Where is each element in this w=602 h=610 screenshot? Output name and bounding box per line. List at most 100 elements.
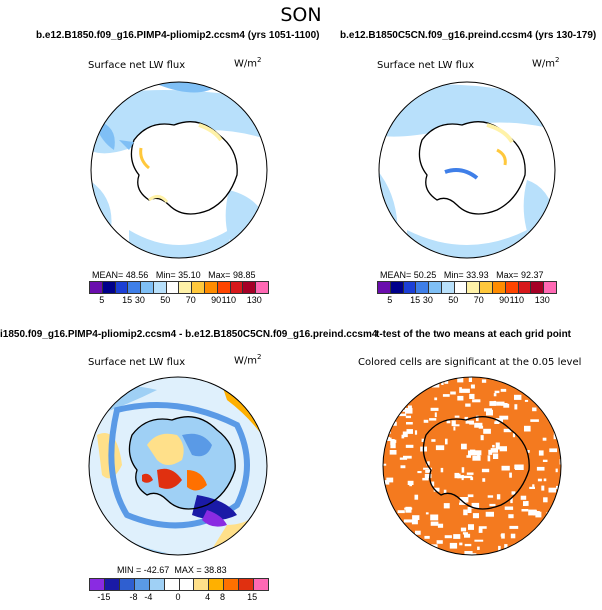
colorbar-swatch	[544, 282, 556, 293]
nonsignificant-cell	[453, 534, 461, 539]
colorbar-swatch	[166, 282, 180, 293]
colorbar-swatch	[194, 579, 210, 590]
nonsignificant-cell	[402, 409, 407, 412]
nonsignificant-cell	[453, 424, 460, 427]
nonsignificant-cell	[450, 391, 456, 395]
colorbar-tick-label: 30	[134, 295, 145, 305]
nonsignificant-cell	[434, 397, 438, 401]
nonsignificant-cell	[535, 536, 544, 542]
nonsignificant-cell	[510, 533, 516, 539]
nonsignificant-cell	[531, 554, 540, 555]
panel2-map	[378, 81, 556, 259]
nonsignificant-cell	[405, 506, 412, 513]
nonsignificant-cell	[457, 377, 464, 383]
nonsignificant-cell	[510, 497, 513, 504]
colorbar-tick-label: -8	[129, 592, 138, 602]
nonsignificant-cell	[542, 459, 548, 462]
nonsignificant-cell	[496, 447, 505, 450]
nonsignificant-cell	[490, 448, 498, 453]
nonsignificant-cell	[403, 519, 413, 523]
nonsignificant-cell	[400, 465, 406, 469]
colorbar-tick-label: 50	[448, 295, 459, 305]
nonsignificant-cell	[538, 450, 544, 456]
nonsignificant-cell	[412, 515, 420, 520]
nonsignificant-cell	[407, 480, 414, 485]
nonsignificant-cell	[469, 393, 475, 399]
nonsignificant-cell	[496, 494, 501, 500]
nonsignificant-cell	[470, 449, 476, 456]
nonsignificant-cell	[474, 539, 484, 542]
nonsignificant-cell	[394, 394, 399, 398]
nonsignificant-cell	[548, 487, 556, 493]
colorbar-tick-label: 90	[211, 295, 222, 305]
nonsignificant-cell	[429, 549, 432, 553]
colorbar-swatch	[128, 282, 142, 293]
nonsignificant-cell	[409, 483, 412, 487]
nonsignificant-cell	[477, 546, 480, 550]
colorbar-tick-label: -15	[97, 592, 111, 602]
nonsignificant-cell	[454, 472, 460, 479]
nonsignificant-cell	[453, 426, 456, 431]
colorbar-tick-label: 90	[499, 295, 510, 305]
colorbar-tick-label: 5	[99, 295, 105, 305]
nonsignificant-cell	[545, 520, 549, 525]
colorbar-tick-label: 5	[387, 295, 393, 305]
nonsignificant-cell	[530, 419, 539, 422]
colorbar-swatch	[467, 282, 481, 293]
nonsignificant-cell	[499, 415, 509, 420]
nonsignificant-cell	[482, 478, 486, 482]
nonsignificant-cell	[527, 450, 530, 453]
colorbar-tick-label: 130	[246, 295, 262, 305]
nonsignificant-cell	[421, 438, 425, 442]
panel3-stats: MIN = -42.67 MAX = 38.83	[117, 565, 227, 575]
nonsignificant-cell	[429, 418, 437, 421]
nonsignificant-cell	[515, 464, 524, 470]
nonsignificant-cell	[395, 535, 398, 538]
nonsignificant-cell	[558, 427, 561, 430]
nonsignificant-cell	[451, 420, 456, 427]
colorbar-swatch	[254, 579, 269, 590]
nonsignificant-cell	[446, 420, 451, 424]
nonsignificant-cell	[385, 403, 393, 408]
nonsignificant-cell	[489, 401, 497, 406]
panel2-units: W/m2	[532, 56, 560, 70]
colorbar-swatch	[141, 282, 154, 293]
nonsignificant-cell	[493, 400, 496, 404]
nonsignificant-cell	[408, 405, 412, 410]
nonsignificant-cell	[473, 450, 482, 456]
nonsignificant-cell	[503, 428, 512, 433]
nonsignificant-cell	[390, 442, 396, 449]
nonsignificant-cell	[536, 466, 545, 471]
nonsignificant-cell	[395, 401, 399, 405]
nonsignificant-cell	[486, 409, 493, 416]
nonsignificant-cell	[459, 387, 462, 393]
nonsignificant-cell	[493, 393, 497, 397]
panel4-map	[382, 376, 562, 556]
nonsignificant-cell	[460, 527, 467, 532]
nonsignificant-cell	[423, 467, 432, 470]
nonsignificant-cell	[492, 444, 495, 448]
panel2-stats: MEAN= 50.25 Min= 33.93 Max= 92.37	[380, 270, 544, 280]
nonsignificant-cell	[558, 407, 561, 410]
nonsignificant-cell	[422, 477, 429, 481]
colorbar-swatch	[153, 282, 167, 293]
nonsignificant-cell	[383, 480, 390, 485]
nonsignificant-cell	[464, 533, 471, 538]
nonsignificant-cell	[383, 553, 389, 555]
nonsignificant-cell	[511, 491, 516, 495]
nonsignificant-cell	[425, 512, 429, 515]
nonsignificant-cell	[411, 519, 418, 525]
nonsignificant-cell	[386, 477, 394, 483]
nonsignificant-cell	[465, 420, 474, 424]
nonsignificant-cell	[546, 410, 555, 416]
nonsignificant-cell	[504, 506, 514, 510]
nonsignificant-cell	[555, 468, 558, 473]
nonsignificant-cell	[512, 433, 516, 438]
nonsignificant-cell	[406, 422, 413, 425]
nonsignificant-cell	[549, 531, 557, 537]
nonsignificant-cell	[383, 436, 390, 439]
nonsignificant-cell	[425, 470, 432, 473]
panel3-map	[88, 376, 268, 556]
colorbar-swatch	[416, 282, 430, 293]
nonsignificant-cell	[475, 415, 479, 422]
